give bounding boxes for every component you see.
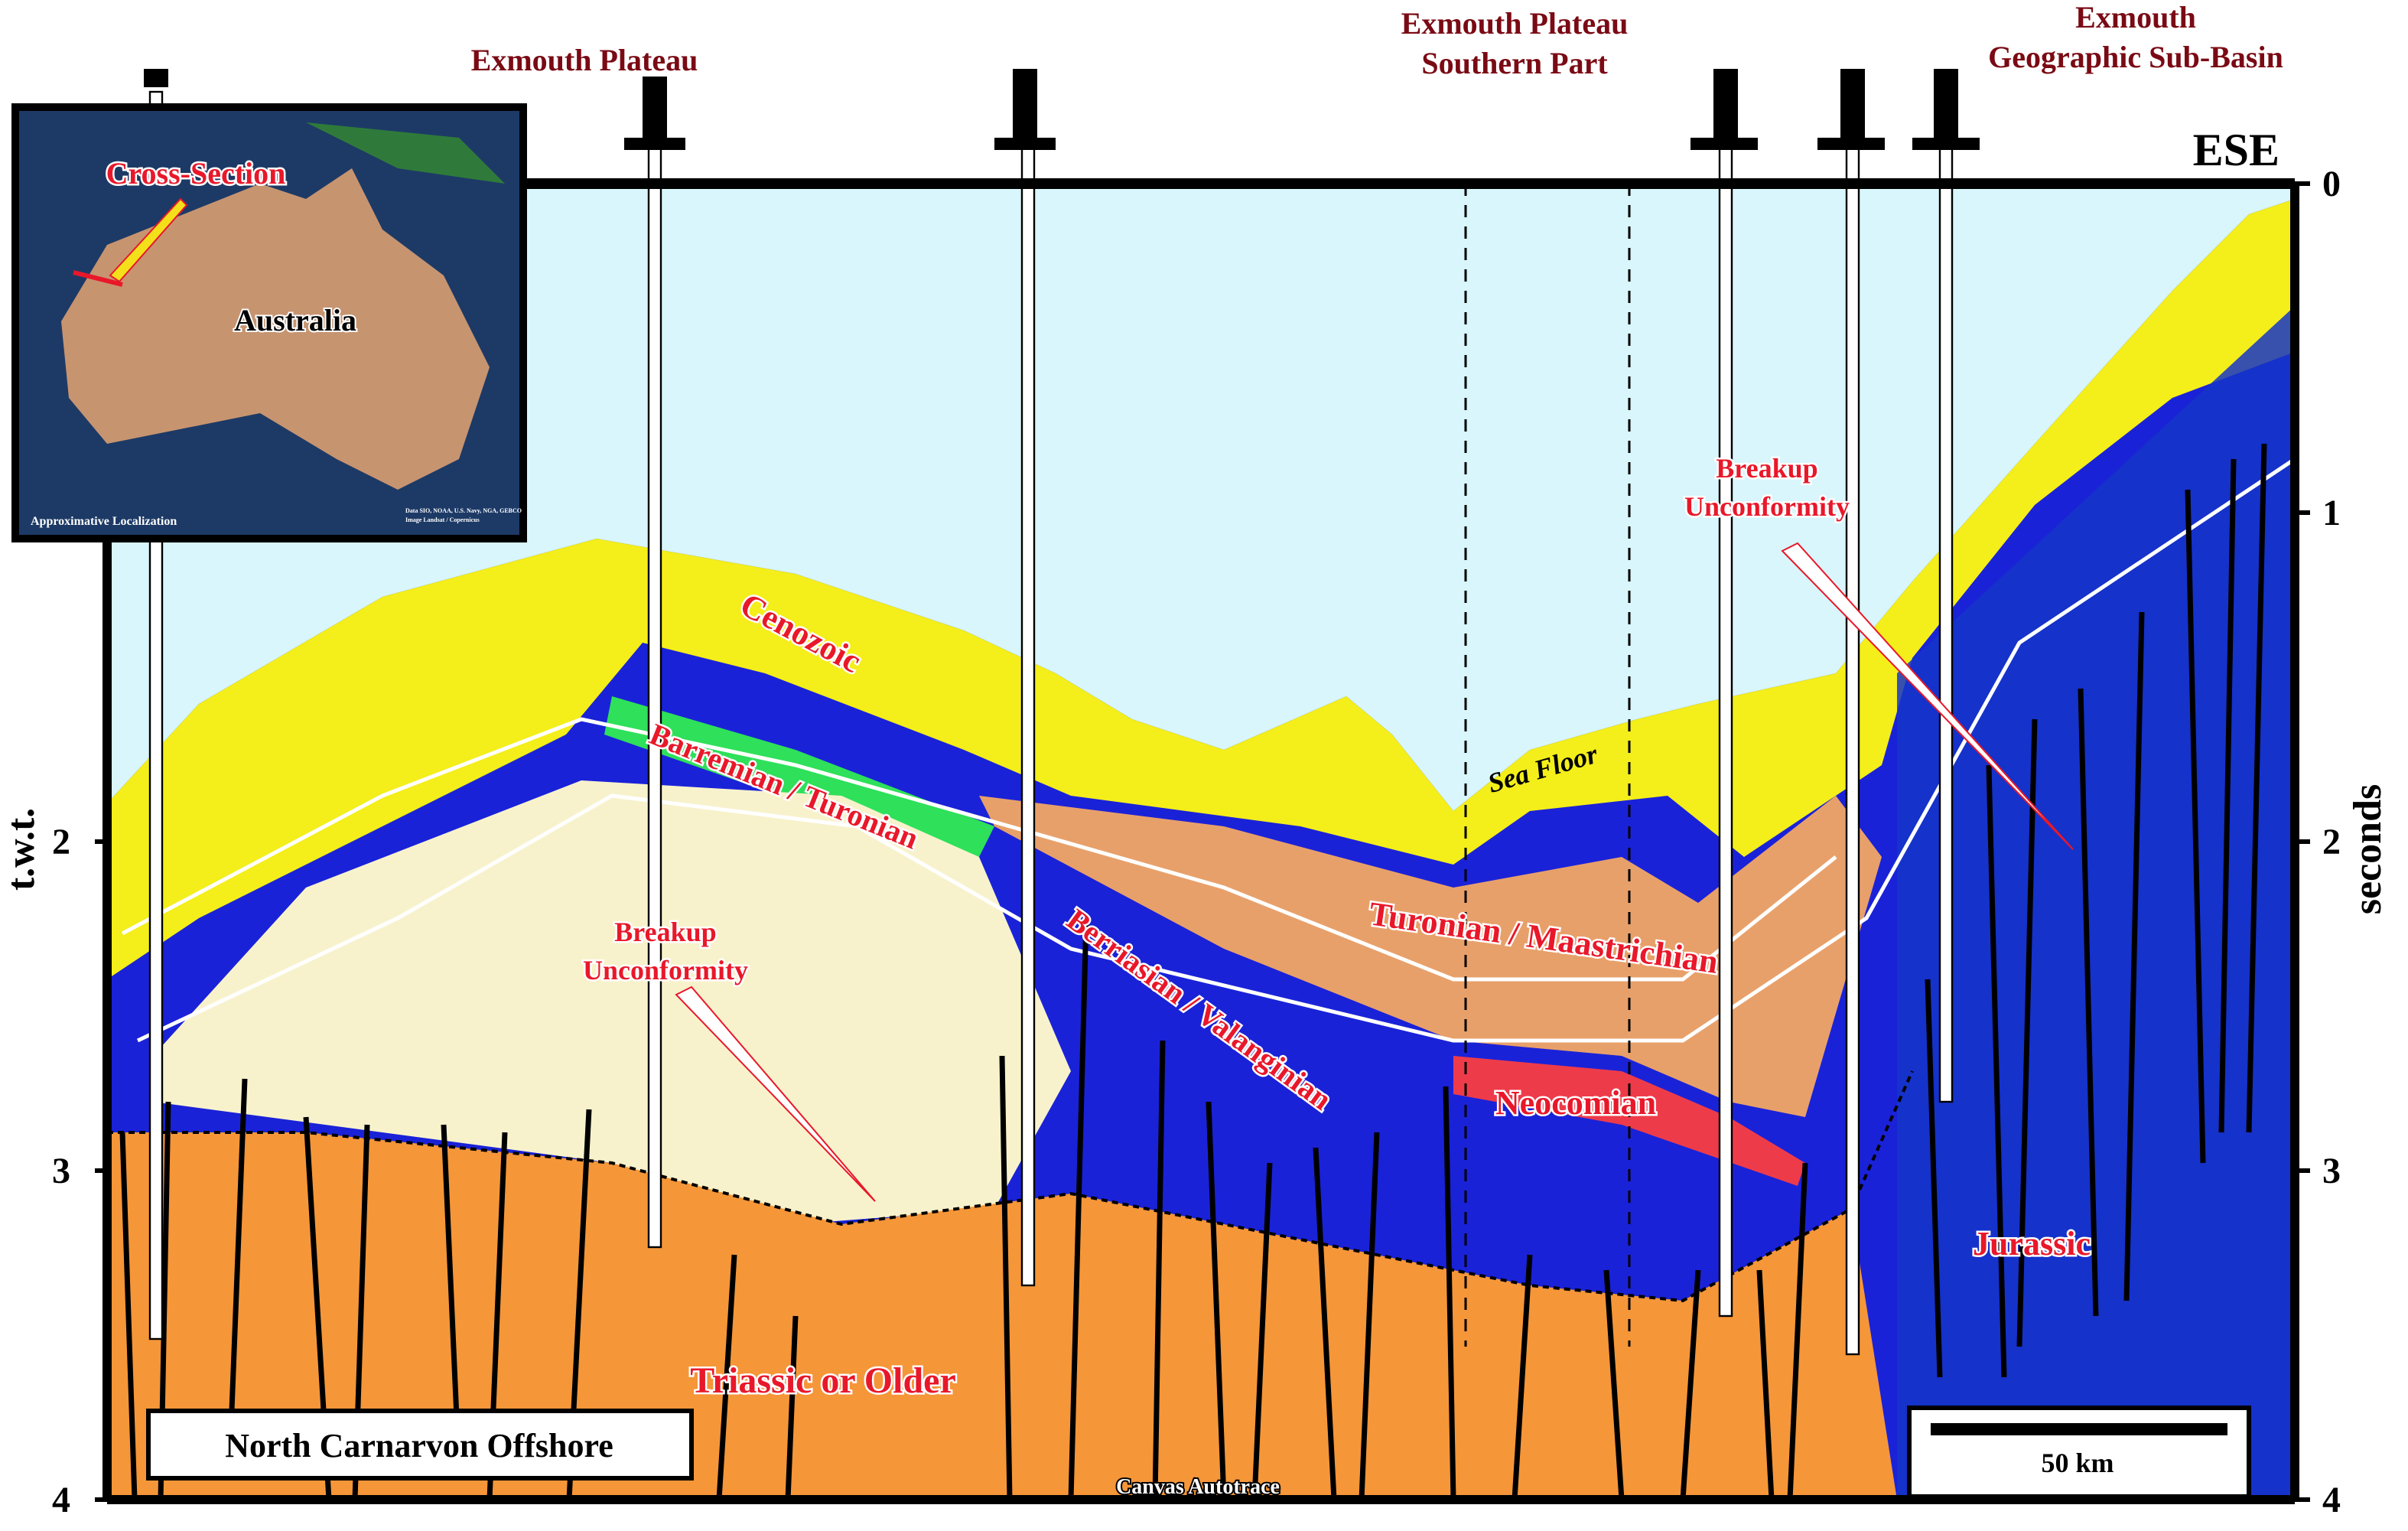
- tick-label: 2: [52, 822, 70, 862]
- tick-label: 1: [2322, 493, 2341, 533]
- unconformity-pointer: [675, 542, 2074, 1202]
- unconformity-label: Breakup: [1716, 453, 1817, 484]
- wells: [144, 69, 1980, 1356]
- unit-label: Neocomian: [1495, 1084, 1656, 1122]
- location-label: North Carnarvon Offshore: [225, 1427, 613, 1464]
- tick-label: 2: [2322, 822, 2341, 862]
- unit-label: Jurassic: [1973, 1225, 2091, 1262]
- inset-callout: Cross-Section: [106, 156, 286, 191]
- tick-label: 0: [2322, 164, 2341, 204]
- region-label: Exmouth Plateau: [471, 43, 698, 77]
- watermark: Canvas Autotrace: [1116, 1475, 1280, 1499]
- inset-caption: Approximative Localization: [31, 515, 177, 528]
- tick-label: 3: [52, 1151, 70, 1191]
- inset-country: Australia: [234, 303, 356, 337]
- tick-label: 4: [52, 1480, 70, 1520]
- region-label: Exmouth: [2075, 0, 2196, 34]
- region-label: Geographic Sub-Basin: [1988, 40, 2283, 74]
- region-label: Exmouth Plateau: [1401, 6, 1629, 41]
- faults: [119, 443, 2267, 1500]
- scale-label: 50 km: [2041, 1448, 2114, 1478]
- unit-label: Triassic or Older: [690, 1360, 956, 1401]
- inset-credit: Image Landsat / Copernicus: [405, 516, 480, 523]
- direction: ESE: [2193, 125, 2279, 175]
- left-axis-label: t.w.t.: [0, 808, 43, 891]
- scale-box: [1907, 1406, 2251, 1499]
- unconformity-label: Unconformity: [583, 955, 748, 985]
- right-axis-label: seconds: [2346, 784, 2390, 914]
- unconformity-label: Breakup: [614, 917, 716, 947]
- tick-label: 3: [2322, 1151, 2341, 1191]
- region-label: Southern Part: [1421, 46, 1608, 80]
- inset-credit: Data SIO, NOAA, U.S. Navy, NGA, GEBCO: [405, 507, 522, 514]
- inset-map: Cross-Section Australia Approximative Lo…: [11, 103, 527, 542]
- tick-label: 4: [2322, 1480, 2341, 1520]
- unconformity-label: Unconformity: [1684, 491, 1850, 522]
- location-box: [146, 1409, 694, 1481]
